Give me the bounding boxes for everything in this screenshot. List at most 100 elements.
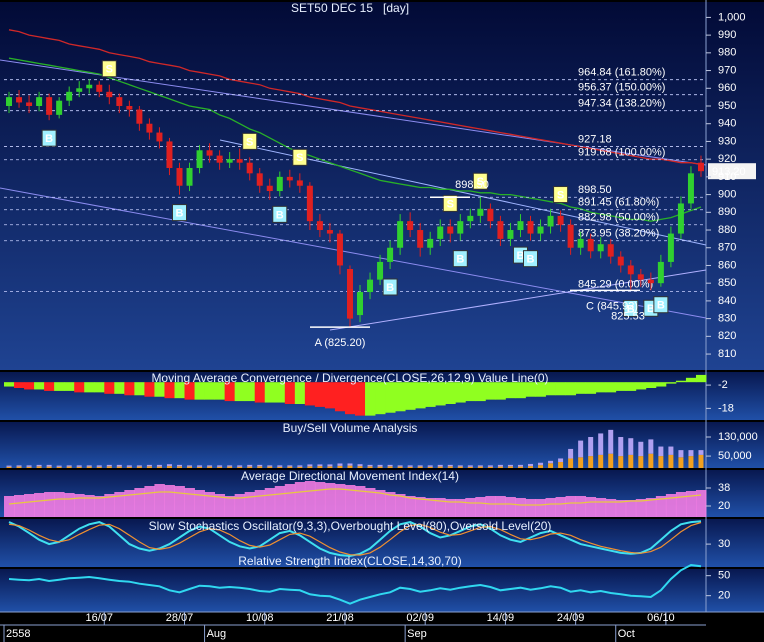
- macd-bar: [425, 382, 436, 407]
- volume-bar: [327, 464, 333, 467]
- adx-bar: [274, 486, 286, 517]
- volume-bar: [678, 457, 684, 468]
- volume-bar: [688, 450, 694, 457]
- fib-label: 873.95 (38.20%): [578, 228, 659, 240]
- candle-body: [427, 238, 434, 248]
- candle-body: [336, 233, 343, 266]
- volume-bar: [267, 465, 273, 467]
- macd-bar: [435, 382, 446, 406]
- volume-bar: [76, 466, 82, 468]
- candle-body: [296, 180, 303, 186]
- candle-body: [657, 261, 664, 284]
- y-tick-label: 880: [718, 224, 736, 236]
- panel-title: Buy/Sell Volume Analysis: [283, 421, 418, 435]
- adx-bar: [294, 482, 306, 517]
- panel-title: Average Directional Movement Index(14): [241, 469, 459, 483]
- y-tick-label: 860: [718, 259, 736, 271]
- macd-bar: [505, 382, 516, 399]
- fib-label: 882.98 (50.00%): [578, 212, 659, 224]
- candle-body: [106, 91, 113, 98]
- month-label: Oct: [618, 628, 635, 640]
- candle-body: [216, 155, 223, 163]
- macd-bar: [455, 382, 466, 403]
- candle-body: [477, 208, 484, 216]
- macd-bar: [154, 382, 165, 397]
- macd-bar: [64, 382, 75, 391]
- candle-body: [437, 226, 444, 239]
- candle-body: [146, 123, 153, 133]
- volume-bar: [86, 465, 92, 467]
- panel-title: Slow Stochastics Oscillator(9,3,3),Overb…: [149, 519, 552, 533]
- candle-body: [377, 261, 384, 280]
- candle-body: [236, 159, 243, 163]
- adx-bar: [154, 484, 165, 517]
- candle-body: [156, 132, 163, 142]
- volume-bar: [347, 463, 353, 466]
- signal-box: [553, 186, 569, 204]
- macd-bar: [334, 382, 346, 412]
- macd-bar: [465, 382, 476, 402]
- volume-bar: [277, 466, 283, 468]
- signal-label: B: [386, 282, 394, 294]
- adx-bar: [124, 490, 135, 517]
- volume-bar: [357, 464, 363, 467]
- adx-bar: [415, 497, 426, 517]
- macd-bar: [585, 382, 597, 394]
- volume-bar: [517, 464, 523, 467]
- adx-bar: [64, 493, 75, 517]
- macd-bar: [184, 382, 195, 400]
- candle-body: [417, 230, 424, 248]
- volume-bar: [558, 458, 564, 463]
- adx-bar: [545, 498, 556, 517]
- adx-bar: [475, 497, 486, 517]
- volume-bar: [96, 465, 102, 467]
- macd-bar: [355, 382, 366, 416]
- macd-bar: [74, 382, 85, 393]
- macd-bar: [595, 382, 607, 393]
- y-tick-label: 830: [718, 313, 736, 325]
- candle-body: [86, 84, 93, 89]
- macd-bar: [415, 382, 426, 409]
- fib-label: 947.34 (138.20%): [578, 98, 665, 110]
- candle-body: [66, 91, 73, 101]
- candle-body: [36, 97, 43, 106]
- candle-body: [206, 150, 213, 156]
- annotation-label: 898.50: [455, 179, 489, 191]
- adx-bar: [395, 494, 406, 517]
- candle-body: [256, 173, 263, 186]
- macd-bar: [495, 382, 506, 400]
- y-tick-label: 50: [718, 570, 730, 582]
- volume-bar: [257, 466, 263, 468]
- adx-bar: [365, 488, 376, 517]
- volume-bar: [26, 466, 32, 468]
- indicator-line: [8, 57, 702, 222]
- volume-bar: [437, 466, 443, 468]
- volume-bar: [337, 463, 343, 466]
- adx-bar: [284, 484, 296, 517]
- volume-bar: [187, 465, 193, 467]
- volume-bar: [618, 437, 624, 457]
- volume-bar: [608, 453, 614, 468]
- y-tick-label: 840: [718, 295, 736, 307]
- volume-bar: [598, 433, 604, 455]
- volume-bar: [417, 466, 423, 468]
- panel-title: Relative Strength Index(CLOSE,14,30,70): [238, 554, 461, 568]
- volume-bar: [156, 464, 162, 467]
- signal-label: B: [176, 207, 184, 219]
- x-tick-label: 21/08: [326, 612, 354, 624]
- volume-bar: [698, 450, 704, 455]
- volume-bar: [528, 463, 533, 467]
- volume-bar: [447, 464, 453, 467]
- fib-label: 845.29 (0.00%): [578, 278, 653, 290]
- candle-body: [647, 279, 654, 284]
- volume-bar: [267, 466, 273, 468]
- candle-body: [667, 233, 674, 262]
- macd-bar: [445, 382, 456, 404]
- adx-bar: [254, 490, 266, 517]
- y-tick-label: 30: [718, 538, 730, 550]
- adx-bar: [355, 486, 366, 517]
- volume-bar: [166, 466, 172, 468]
- signal-label: B: [647, 303, 655, 315]
- adx-bar: [685, 491, 697, 517]
- candle-body: [447, 226, 454, 234]
